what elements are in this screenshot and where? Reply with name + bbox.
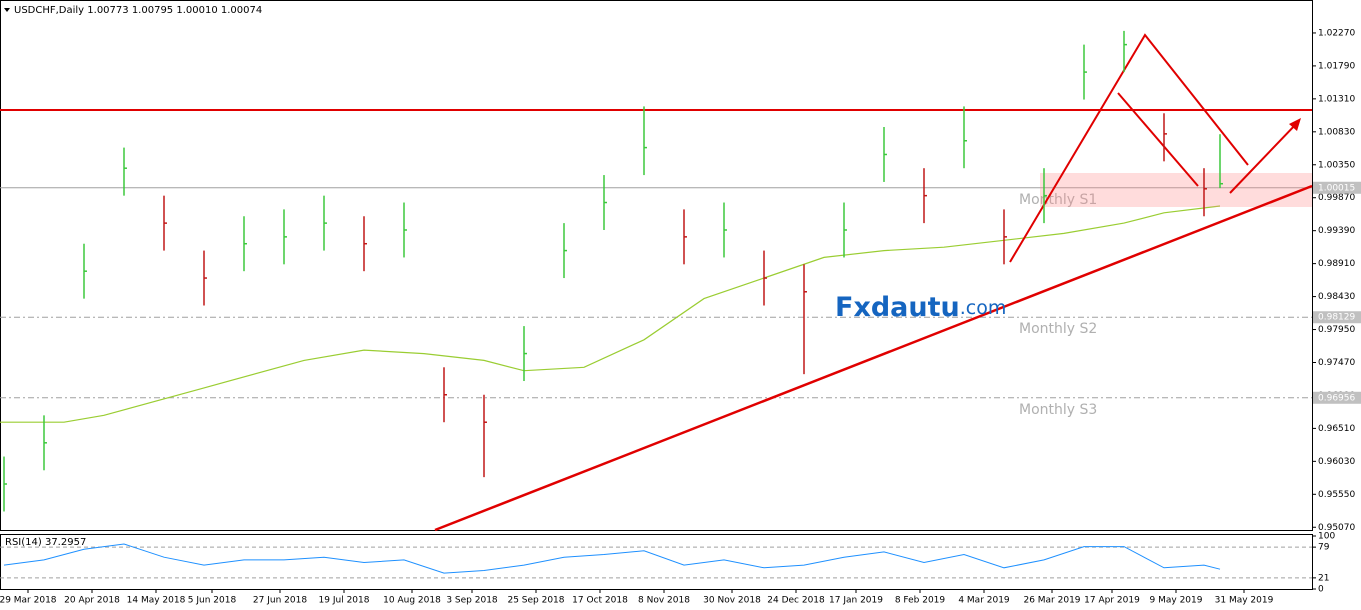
x-tick-label: 30 Nov 2018 — [703, 596, 761, 606]
level-label: 0.96956 — [1318, 393, 1355, 403]
level-name: Monthly S1 — [1019, 192, 1097, 208]
rsi-title: RSI(14) 37.2957 — [5, 537, 86, 548]
y-tick-label: 0.95070 — [1318, 523, 1355, 533]
x-tick-label: 8 Nov 2018 — [638, 596, 690, 606]
x-tick-label: 9 May 2019 — [1150, 596, 1203, 606]
watermark-name: Fxdautu — [835, 292, 960, 323]
level-label-box — [1313, 311, 1361, 324]
x-tick-label: 4 Mar 2019 — [958, 596, 1010, 606]
x-tick-label: 31 May 2019 — [1215, 596, 1274, 606]
moving-average — [0, 205, 1221, 423]
x-tick-label: 17 Apr 2019 — [1084, 596, 1140, 606]
x-tick-label: 24 Dec 2018 — [767, 596, 825, 606]
arrow-head — [1289, 118, 1301, 131]
y-tick-label: 0.98430 — [1318, 292, 1355, 302]
trend-line — [434, 184, 1313, 532]
support-zone — [1040, 173, 1312, 207]
chart-title: USDCHF,Daily 1.00773 1.00795 1.00010 1.0… — [14, 5, 262, 16]
y-tick-label: 1.02270 — [1318, 28, 1355, 38]
rsi-panel — [0, 534, 1313, 590]
y-tick-label: 0.95550 — [1318, 490, 1355, 500]
watermark: Fxdautu.com — [835, 292, 1006, 323]
level-label: 0.98129 — [1318, 313, 1355, 323]
y-tick-label: 0.96030 — [1318, 457, 1355, 467]
rsi-line — [3, 543, 1221, 574]
x-tick-label: 20 Apr 2018 — [64, 596, 120, 606]
rsi-tick-label: 79 — [1318, 543, 1330, 553]
x-tick-label: 10 Aug 2018 — [383, 596, 441, 606]
x-tick-label: 3 Sep 2018 — [446, 596, 498, 606]
x-tick-label: 26 Mar 2019 — [1023, 596, 1080, 606]
y-tick-label: 0.97950 — [1318, 325, 1355, 335]
y-tick-label: 0.97470 — [1318, 358, 1355, 368]
y-tick-label: 1.01790 — [1318, 61, 1355, 71]
x-tick-label: 14 May 2018 — [127, 596, 186, 606]
level-label: 1.00015 — [1318, 183, 1355, 193]
y-tick-label: 1.01310 — [1318, 94, 1355, 104]
y-tick-label: 1.00830 — [1318, 127, 1355, 137]
x-tick-label: 17 Oct 2018 — [572, 596, 628, 606]
x-tick-label: 27 Jun 2018 — [253, 596, 307, 606]
x-tick-label: 5 Jun 2018 — [188, 596, 237, 606]
x-tick-label: 19 Jul 2018 — [319, 596, 370, 606]
rsi-tick-label: 0 — [1318, 585, 1324, 595]
menu-icon — [4, 8, 10, 12]
level-name: Monthly S3 — [1019, 402, 1097, 418]
x-tick-label: 8 Feb 2019 — [895, 596, 946, 606]
level-name: Monthly S2 — [1019, 321, 1097, 337]
forecast-arrow — [1229, 121, 1299, 194]
channel-line — [1117, 92, 1199, 187]
rsi-tick-label: 21 — [1318, 573, 1329, 583]
x-tick-label: 17 Jan 2019 — [829, 596, 883, 606]
price-panel — [0, 0, 1313, 531]
y-tick-label: 0.99390 — [1318, 226, 1355, 236]
x-tick-label: 25 Sep 2018 — [507, 596, 564, 606]
level-label-box — [1313, 391, 1361, 404]
y-tick-label: 0.98910 — [1318, 259, 1355, 269]
y-tick-label: 1.00350 — [1318, 160, 1355, 170]
y-tick-label: 0.96510 — [1318, 424, 1355, 434]
channel-line — [1009, 33, 1249, 263]
rsi-tick-label: 100 — [1318, 532, 1335, 542]
level-label-box — [1313, 181, 1361, 194]
watermark-suffix: .com — [960, 297, 1007, 319]
x-tick-label: 29 Mar 2018 — [0, 596, 57, 606]
y-tick-label: 0.99870 — [1318, 193, 1355, 203]
